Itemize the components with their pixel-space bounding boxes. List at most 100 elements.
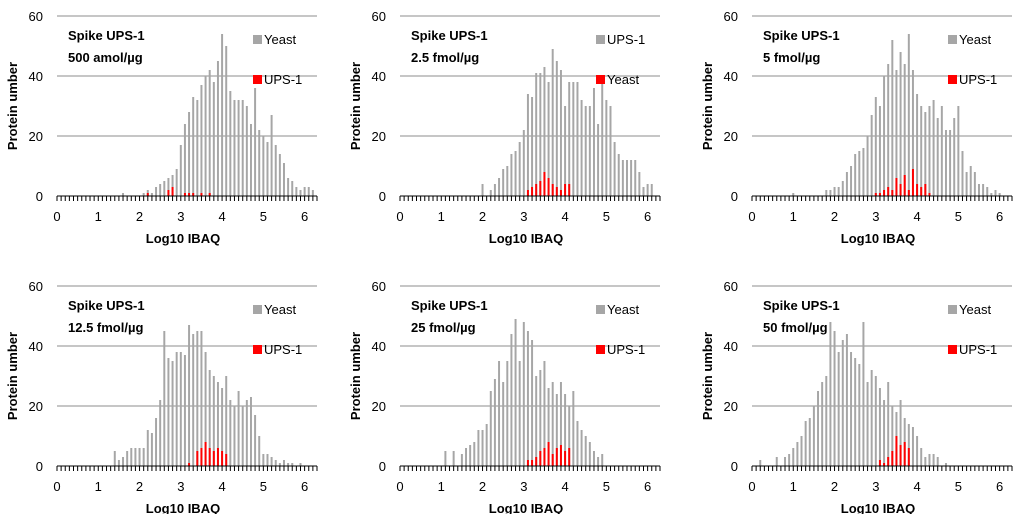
bar-yeast [625, 160, 628, 196]
bar-yeast [862, 322, 865, 466]
bar-yeast [477, 430, 480, 466]
bar-ups-1 [188, 463, 191, 466]
y-axis-title: Protein umber [348, 62, 363, 150]
spike-annotation: Spike UPS-1 [68, 28, 145, 43]
spike-annotation: 5 fmol/µg [763, 50, 820, 65]
bar-ups-1 [551, 184, 554, 196]
bar-yeast [961, 151, 964, 196]
bar-yeast [837, 187, 840, 196]
bar-yeast [212, 376, 215, 466]
x-tick-label: 3 [177, 209, 184, 224]
bar-yeast [924, 457, 927, 466]
bar-yeast [646, 184, 649, 196]
bar-yeast [179, 145, 182, 196]
bar-yeast [506, 166, 509, 196]
x-tick-label: 4 [561, 209, 568, 224]
x-tick-label: 5 [603, 479, 610, 494]
bar-yeast [249, 397, 252, 466]
bar-yeast [850, 166, 853, 196]
y-tick-label: 0 [379, 189, 386, 204]
bar-ups-1 [920, 187, 923, 196]
x-tick-label: 3 [177, 479, 184, 494]
bar-yeast [870, 115, 873, 196]
bar-ups-1 [531, 460, 534, 466]
legend-label: Yeast [607, 72, 639, 87]
spike-annotation: 50 fmol/µg [763, 320, 828, 335]
spike-annotation: 500 amol/µg [68, 50, 143, 65]
spike-annotation: 2.5 fmol/µg [411, 50, 479, 65]
bar-yeast [113, 451, 116, 466]
bar-ups-1 [555, 448, 558, 466]
bar-yeast [473, 442, 476, 466]
bar-yeast [245, 400, 248, 466]
x-axis-title: Log10 IBAQ [489, 231, 563, 246]
bar-yeast [175, 169, 178, 196]
bar-yeast [887, 382, 890, 466]
bar-yeast [878, 388, 881, 466]
bar-yeast [634, 160, 637, 196]
bar-yeast [887, 64, 890, 196]
bar-yeast [163, 181, 166, 196]
bar-yeast [498, 178, 501, 196]
bar-yeast [254, 88, 257, 196]
legend-swatch [948, 345, 957, 354]
bar-yeast [874, 97, 877, 196]
bar-yeast [138, 448, 141, 466]
bar-yeast [282, 163, 285, 196]
bar-yeast [969, 166, 972, 196]
bar-yeast [278, 154, 281, 196]
x-tick-label: 2 [136, 479, 143, 494]
y-tick-label: 0 [379, 459, 386, 474]
bar-ups-1 [196, 451, 199, 466]
y-tick-label: 60 [29, 279, 43, 294]
bar-yeast [613, 142, 616, 196]
bar-yeast [940, 106, 943, 196]
y-tick-label: 20 [724, 399, 738, 414]
x-tick-label: 2 [831, 209, 838, 224]
bar-yeast [204, 76, 207, 196]
bar-ups-1 [564, 451, 567, 466]
bar-ups-1 [535, 457, 538, 466]
x-tick-label: 3 [520, 479, 527, 494]
bar-yeast [829, 190, 832, 196]
x-tick-label: 4 [561, 479, 568, 494]
legend-label: UPS-1 [959, 342, 997, 357]
bar-yeast [650, 184, 653, 196]
bar-yeast [303, 187, 306, 196]
bar-yeast [502, 382, 505, 466]
x-tick-label: 0 [53, 209, 60, 224]
spike-annotation: 12.5 fmol/µg [68, 320, 143, 335]
bar-yeast [555, 61, 558, 196]
legend-label: UPS-1 [264, 72, 302, 87]
bar-yeast [535, 376, 538, 466]
bar-yeast [543, 67, 546, 196]
legend-label: Yeast [607, 302, 639, 317]
x-tick-label: 6 [996, 479, 1003, 494]
y-tick-label: 20 [724, 129, 738, 144]
bar-yeast [899, 52, 902, 196]
x-tick-label: 5 [260, 209, 267, 224]
y-tick-label: 60 [372, 9, 386, 24]
legend-swatch [253, 305, 262, 314]
legend-label: Yeast [959, 32, 991, 47]
bar-yeast [179, 352, 182, 466]
bar-yeast [759, 460, 762, 466]
x-tick-label: 0 [748, 209, 755, 224]
bar-yeast [134, 448, 137, 466]
bar-yeast [208, 370, 211, 466]
y-tick-label: 0 [731, 189, 738, 204]
bar-yeast [899, 400, 902, 466]
bar-ups-1 [212, 451, 215, 466]
legend-label: UPS-1 [264, 342, 302, 357]
bar-yeast [825, 190, 828, 196]
y-tick-label: 20 [29, 399, 43, 414]
y-axis-title: Protein umber [700, 62, 715, 150]
bar-yeast [559, 382, 562, 466]
x-tick-label: 4 [218, 479, 225, 494]
x-tick-label: 3 [872, 479, 879, 494]
bar-yeast [821, 382, 824, 466]
bar-ups-1 [555, 187, 558, 196]
bar-yeast [547, 82, 550, 196]
bar-yeast [142, 448, 145, 466]
x-tick-label: 3 [872, 209, 879, 224]
